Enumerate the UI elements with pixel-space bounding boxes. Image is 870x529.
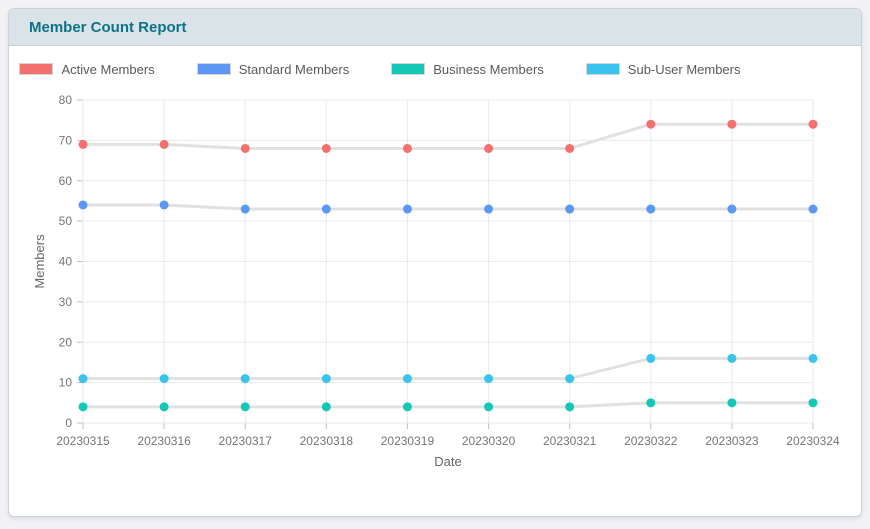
data-point[interactable] xyxy=(727,354,736,363)
data-point[interactable] xyxy=(79,374,88,383)
y-tick-label: 40 xyxy=(59,255,73,269)
data-point[interactable] xyxy=(727,120,736,129)
data-point[interactable] xyxy=(403,205,412,214)
y-axis-title: Members xyxy=(32,234,47,289)
data-point[interactable] xyxy=(565,402,574,411)
legend-swatch xyxy=(19,63,53,75)
x-tick-label: 20230318 xyxy=(300,434,354,448)
line-chart: 0 10 20 30 40 50 60 70 80 20230315 20230316 2023031… xyxy=(9,79,861,483)
y-tick-label: 10 xyxy=(59,376,73,390)
data-point[interactable] xyxy=(646,120,655,129)
legend-label: Sub-User Members xyxy=(628,62,741,77)
data-point[interactable] xyxy=(322,144,331,153)
legend-label: Standard Members xyxy=(239,62,350,77)
chart-legend: Active Members Standard Members Business M… xyxy=(0,59,806,79)
data-point[interactable] xyxy=(484,144,493,153)
data-point[interactable] xyxy=(484,402,493,411)
x-tick-label: 20230315 xyxy=(56,434,110,448)
x-tick-label: 20230319 xyxy=(381,434,435,448)
data-point[interactable] xyxy=(322,205,331,214)
data-point[interactable] xyxy=(160,402,169,411)
data-point[interactable] xyxy=(79,402,88,411)
legend-item-business-members[interactable]: Business Members xyxy=(391,62,544,77)
x-tick-label: 20230323 xyxy=(705,434,759,448)
member-count-report-card: Member Count Report Active Members Standa… xyxy=(8,8,862,517)
data-point[interactable] xyxy=(241,402,250,411)
card-header: Member Count Report xyxy=(9,9,861,46)
y-tick-label: 80 xyxy=(59,93,73,107)
x-tick-label: 20230322 xyxy=(624,434,678,448)
y-tick-label: 60 xyxy=(59,174,73,188)
y-tick-label: 30 xyxy=(59,295,73,309)
data-point[interactable] xyxy=(565,374,574,383)
data-point[interactable] xyxy=(809,398,818,407)
data-point[interactable] xyxy=(484,374,493,383)
x-tick-label: 20230320 xyxy=(462,434,516,448)
x-tick-label: 20230317 xyxy=(219,434,273,448)
data-point[interactable] xyxy=(484,205,493,214)
data-point[interactable] xyxy=(403,402,412,411)
data-point[interactable] xyxy=(809,354,818,363)
data-point[interactable] xyxy=(403,374,412,383)
data-point[interactable] xyxy=(565,144,574,153)
data-point[interactable] xyxy=(241,205,250,214)
panel-title: Member Count Report xyxy=(29,19,187,36)
data-point[interactable] xyxy=(322,402,331,411)
data-point[interactable] xyxy=(646,205,655,214)
x-tick-label: 20230316 xyxy=(137,434,191,448)
y-tick-label: 50 xyxy=(59,214,73,228)
legend-label: Active Members xyxy=(61,62,154,77)
y-tick-label: 0 xyxy=(65,416,72,430)
legend-label: Business Members xyxy=(433,62,544,77)
data-point[interactable] xyxy=(646,354,655,363)
data-point[interactable] xyxy=(322,374,331,383)
x-axis-title: Date xyxy=(434,454,461,469)
legend-swatch xyxy=(586,63,620,75)
data-point[interactable] xyxy=(79,200,88,209)
y-tick-label: 20 xyxy=(59,335,73,349)
legend-item-sub-user-members[interactable]: Sub-User Members xyxy=(586,62,741,77)
data-point[interactable] xyxy=(79,140,88,149)
data-point[interactable] xyxy=(241,374,250,383)
x-tick-label: 20230321 xyxy=(543,434,597,448)
chart-area: Active Members Standard Members Business M… xyxy=(9,59,861,529)
data-point[interactable] xyxy=(160,374,169,383)
legend-item-standard-members[interactable]: Standard Members xyxy=(197,62,350,77)
data-point[interactable] xyxy=(241,144,250,153)
data-point[interactable] xyxy=(809,120,818,129)
series-line xyxy=(83,358,813,378)
data-point[interactable] xyxy=(403,144,412,153)
series-line xyxy=(83,124,813,148)
data-point[interactable] xyxy=(727,398,736,407)
data-point[interactable] xyxy=(727,205,736,214)
x-tick-label: 20230324 xyxy=(786,434,840,448)
data-point[interactable] xyxy=(160,200,169,209)
y-tick-label: 70 xyxy=(59,133,73,147)
data-point[interactable] xyxy=(160,140,169,149)
legend-swatch xyxy=(391,63,425,75)
data-point[interactable] xyxy=(646,398,655,407)
series-line xyxy=(83,403,813,407)
data-point[interactable] xyxy=(565,205,574,214)
legend-swatch xyxy=(197,63,231,75)
data-point[interactable] xyxy=(809,205,818,214)
series-line xyxy=(83,205,813,209)
legend-item-active-members[interactable]: Active Members xyxy=(19,62,154,77)
